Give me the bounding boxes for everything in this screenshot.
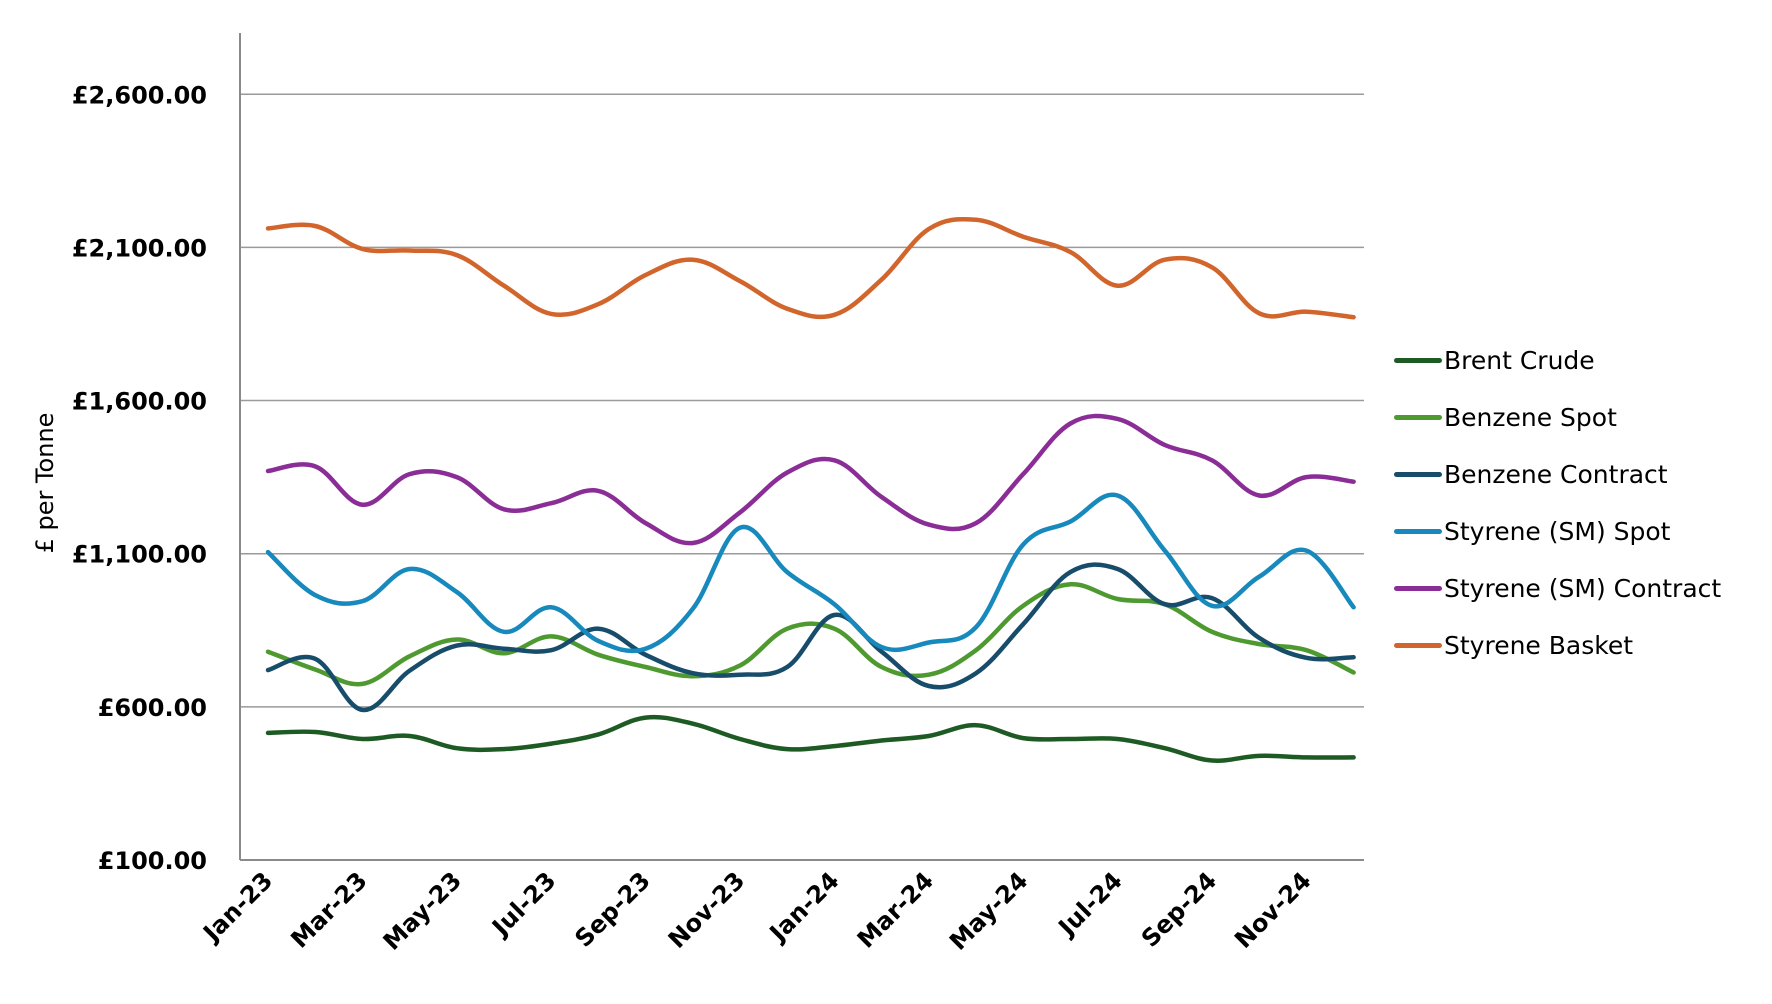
y-tick-labels: £100.00 £600.00 £1,100.00 £1,600.00 £2,100.0… [72, 81, 207, 875]
legend-swatch [1394, 643, 1442, 648]
x-tick-label: Nov-23 [663, 866, 750, 953]
x-tick-label: Sep-24 [1136, 866, 1222, 952]
legend-label: Styrene (SM) Contract [1444, 574, 1722, 603]
gridlines [240, 93, 1364, 708]
x-tick-label: Jan-23 [197, 866, 279, 948]
y-tick-label: £1,100.00 [72, 541, 207, 569]
series-line-styrene-sm-contract [265, 413, 1356, 546]
x-tick-label: Mar-23 [285, 866, 372, 953]
y-tick-label: £1,600.00 [72, 388, 207, 416]
legend-label: Styrene (SM) Spot [1444, 517, 1671, 546]
legend-swatch [1394, 415, 1442, 420]
x-tick-label: May-23 [378, 866, 467, 955]
series-line-styrene-basket [265, 216, 1356, 320]
series-lines [265, 216, 1356, 763]
y-tick-label: £100.00 [98, 847, 207, 875]
x-tick-label: Nov-24 [1229, 866, 1316, 953]
legend-item-styrene-sm-spot: Styrene (SM) Spot [1394, 503, 1721, 560]
legend-swatch [1394, 472, 1442, 477]
legend-swatch [1394, 358, 1442, 363]
legend-item-styrene-basket: Styrene Basket [1394, 617, 1721, 674]
legend-label: Styrene Basket [1444, 631, 1634, 660]
legend: Brent Crude Benzene Spot Benzene Contract S… [1394, 332, 1721, 674]
x-tick-label: May-24 [944, 866, 1033, 955]
axes [239, 33, 1364, 861]
series-line-styrene-sm-spot [265, 492, 1356, 654]
legend-item-styrene-sm-contract: Styrene (SM) Contract [1394, 560, 1721, 617]
y-tick-label: £600.00 [98, 694, 207, 722]
y-tick-label: £2,100.00 [72, 234, 207, 262]
legend-item-brent-crude: Brent Crude [1394, 332, 1721, 389]
y-axis-label: £ per Tonne [31, 413, 59, 554]
legend-label: Benzene Spot [1444, 403, 1617, 432]
x-tick-label: Jul-24 [1052, 866, 1128, 942]
x-tick-label: Mar-24 [852, 866, 939, 953]
legend-item-benzene-spot: Benzene Spot [1394, 389, 1721, 446]
legend-item-benzene-contract: Benzene Contract [1394, 446, 1721, 503]
x-tick-label: Sep-23 [569, 866, 655, 952]
y-tick-label: £2,600.00 [72, 81, 207, 109]
legend-swatch [1394, 529, 1442, 534]
x-tick-label: Jan-24 [763, 866, 845, 948]
x-tick-labels: Jan-23 Mar-23 May-23 Jul-23 Sep-23 Nov-23 Jan-… [197, 866, 1317, 955]
series-line-benzene-contract [265, 562, 1356, 713]
legend-label: Benzene Contract [1444, 460, 1668, 489]
series-line-brent-crude [265, 714, 1356, 763]
legend-swatch [1394, 586, 1442, 591]
legend-label: Brent Crude [1444, 346, 1595, 375]
x-tick-label: Jul-23 [485, 866, 561, 942]
